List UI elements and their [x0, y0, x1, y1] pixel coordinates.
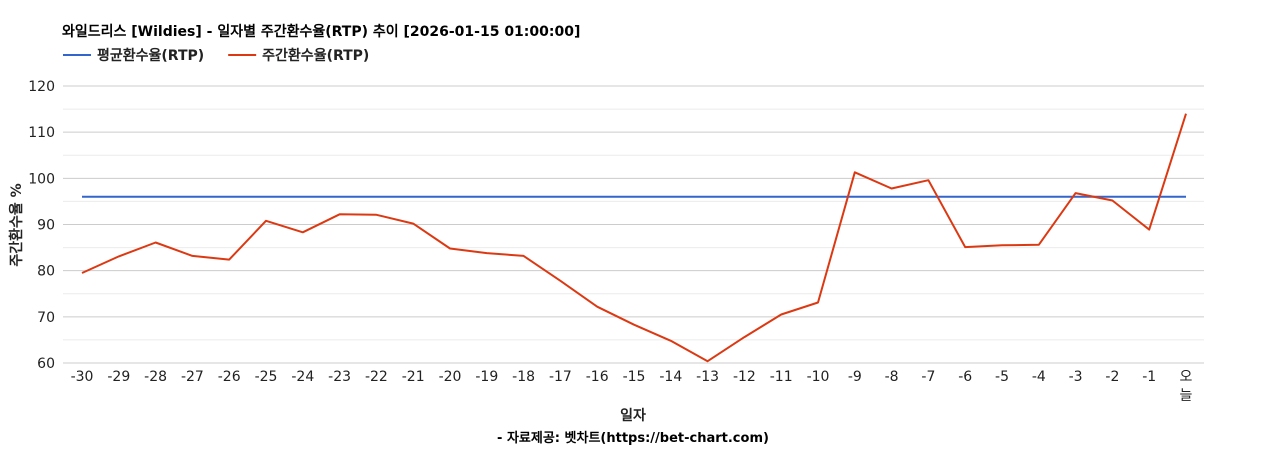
x-tick-label: -20 [439, 369, 462, 385]
legend-label-1: 주간환수율(RTP) [262, 47, 369, 64]
x-tick-label: -24 [291, 369, 314, 385]
x-tick-label: -23 [328, 369, 351, 385]
x-tick-label: -18 [512, 369, 535, 385]
x-tick-label: -13 [696, 369, 719, 385]
x-tick-label: -10 [807, 369, 830, 385]
x-tick-label: -1 [1142, 369, 1156, 385]
x-tick-label: -25 [255, 369, 278, 385]
y-tick-label: 100 [28, 171, 55, 187]
x-axis-ticks: -30 -29 -28 -27 -26 -25 -24 -23 -22 -21 -20 -19 -18-… [71, 369, 1193, 404]
x-tick-label: -7 [921, 369, 935, 385]
y-tick-label: 60 [37, 356, 55, 372]
series-line-1 [81, 113, 1187, 363]
x-tick-label: -5 [995, 369, 1009, 385]
y-tick-label: 80 [37, 264, 55, 280]
x-tick-label: -30 [71, 369, 94, 385]
x-tick-label: -4 [1032, 369, 1046, 385]
x-tick-label: -26 [218, 369, 241, 385]
x-tick-label: -9 [848, 369, 862, 385]
y-tick-label: 120 [28, 79, 55, 95]
x-tick-label: -2 [1105, 369, 1119, 385]
x-tick-label: -22 [365, 369, 388, 385]
x-tick-label: -6 [958, 369, 972, 385]
x-axis-title: 일자 [620, 408, 646, 424]
x-tick-label: -11 [770, 369, 793, 385]
y-axis-title: 주간환수율 % [8, 183, 25, 266]
x-tick-label: -27 [181, 369, 204, 385]
gridlines [63, 85, 1204, 364]
y-axis-ticks: 60 70 80 90 100 110 120 [28, 79, 55, 372]
data-credit: - 자료제공: 벳차트(https://bet-chart.com) [497, 430, 769, 446]
x-tick-label: -3 [1069, 369, 1083, 385]
series-lines [81, 113, 1187, 363]
x-tick-label: -17 [549, 369, 572, 385]
x-tick-label: -29 [107, 369, 130, 385]
x-tick-label: -8 [885, 369, 899, 385]
x-tick-label: -28 [144, 369, 167, 385]
x-tick-label: -14 [659, 369, 682, 385]
x-tick-label: -15 [623, 369, 646, 385]
x-tick-label: -12 [733, 369, 756, 385]
legend: 평균환수율(RTP) 주간환수율(RTP) [63, 47, 369, 64]
x-tick-label: -16 [586, 369, 609, 385]
chart-title: 와일드리스 [Wildies] - 일자별 주간환수율(RTP) 추이 [202… [62, 23, 580, 40]
y-tick-label: 70 [37, 310, 55, 326]
legend-label-0: 평균환수율(RTP) [97, 47, 204, 64]
y-tick-label: 90 [37, 218, 55, 234]
x-tick-label: -21 [402, 369, 425, 385]
x-tick-label: -19 [475, 369, 498, 385]
y-tick-label: 110 [28, 125, 55, 141]
